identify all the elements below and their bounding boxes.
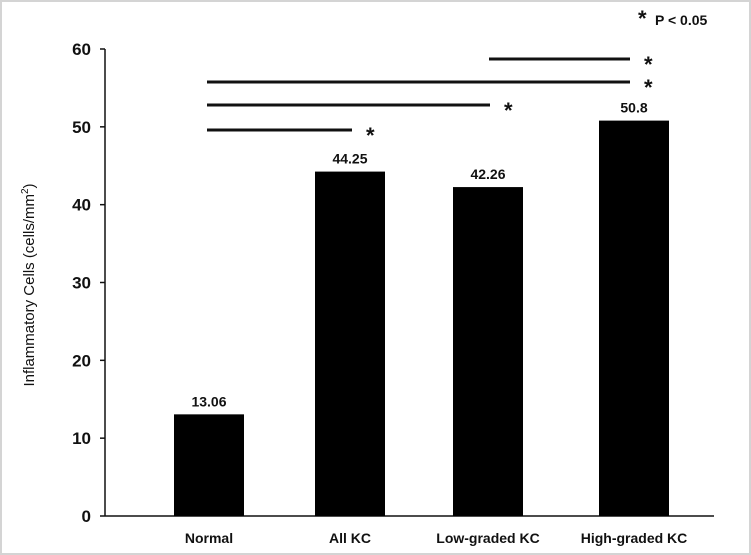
y-tick-label: 40 xyxy=(72,196,91,215)
y-tick-label: 30 xyxy=(72,274,91,293)
y-tick-label: 50 xyxy=(72,118,91,137)
data-label: 50.8 xyxy=(620,100,647,116)
significance-star: * xyxy=(366,123,375,148)
category-label: Low-graded KC xyxy=(436,530,539,546)
significance-star: * xyxy=(644,75,653,100)
y-tick-label: 20 xyxy=(72,351,91,370)
significance-star: * xyxy=(504,98,513,123)
category-label: All KC xyxy=(329,530,371,546)
legend: * P < 0.05 xyxy=(638,6,708,31)
y-tick-label: 0 xyxy=(82,507,91,526)
category-label: Normal xyxy=(185,530,233,546)
y-axis-title: Inflammatory Cells (cells/mm2) xyxy=(20,183,38,386)
data-label: 13.06 xyxy=(191,393,226,409)
bars: 13.06 Normal 44.25 All KC 42.26 Low-graded KC… xyxy=(174,100,687,546)
y-tick-label: 60 xyxy=(72,40,91,59)
legend-star: * xyxy=(638,6,647,31)
data-label: 44.25 xyxy=(332,151,367,167)
significance-brackets: **** xyxy=(207,52,653,148)
data-label: 42.26 xyxy=(470,166,505,182)
bar xyxy=(453,187,523,516)
bar xyxy=(599,120,669,517)
legend-text: P < 0.05 xyxy=(655,12,708,28)
significance-star: * xyxy=(644,52,653,77)
category-label: High-graded KC xyxy=(581,530,688,546)
y-tick-label: 10 xyxy=(72,429,91,448)
bar xyxy=(174,414,244,516)
bar xyxy=(315,171,385,516)
